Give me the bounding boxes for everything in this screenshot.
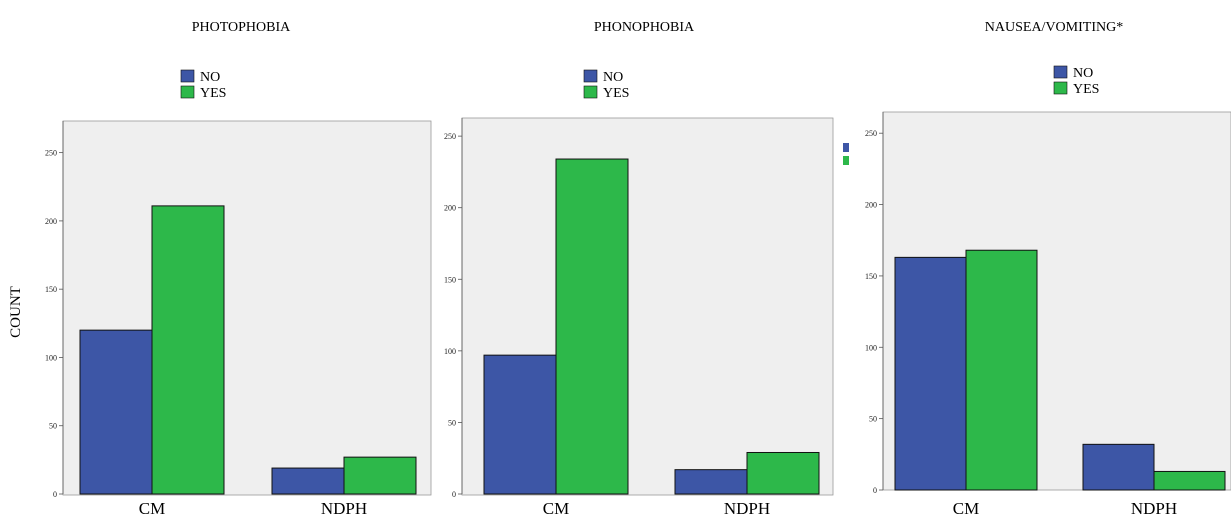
chart-title: PHOTOPHOBIA: [192, 20, 291, 35]
bar-ndph-yes: [1153, 470, 1226, 491]
chart-title: NAUSEA/VOMITING*: [985, 20, 1123, 35]
legend-swatch-no: [180, 69, 195, 83]
legend-fragment-swatch-yes: [843, 156, 849, 165]
y-axis-label: COUNT: [8, 286, 24, 338]
legend-swatch-no: [583, 69, 598, 83]
legend-swatch-yes: [180, 85, 195, 99]
bars: [483, 158, 820, 495]
y-tick-label: 150: [45, 285, 57, 294]
legend-label-yes: YES: [200, 86, 226, 101]
y-tick-label: 250: [45, 149, 57, 158]
y-tick-label: 0: [452, 490, 456, 499]
y-tick-label: 250: [444, 132, 456, 141]
bars: [79, 205, 417, 495]
legend-label-yes: YES: [1073, 82, 1099, 97]
bar-cm-yes: [965, 249, 1038, 491]
x-category-label: CM: [139, 499, 165, 518]
x-category-label: CM: [543, 499, 569, 518]
bar-cm-yes: [151, 205, 225, 495]
bar-ndph-yes: [343, 456, 417, 495]
x-category-label: NDPH: [1131, 499, 1177, 518]
x-category-label: NDPH: [724, 499, 770, 518]
y-tick-label: 200: [865, 201, 877, 210]
y-tick-label: 50: [869, 415, 877, 424]
y-tick-label: 150: [865, 272, 877, 281]
bar-cm-no: [894, 256, 967, 491]
chart-title: PHONOPHOBIA: [594, 20, 695, 35]
bars: [894, 249, 1226, 491]
y-tick-label: 250: [865, 129, 877, 138]
bar-cm-yes: [555, 158, 629, 495]
legend-fragment-swatch-no: [843, 143, 849, 152]
y-tick-label: 50: [49, 422, 57, 431]
x-category-label: NDPH: [321, 499, 367, 518]
legend-label-yes: YES: [603, 86, 629, 101]
legend-swatch-no: [1053, 65, 1068, 79]
legend-label-no: NO: [200, 70, 220, 85]
cropped-legend-fragment: [843, 143, 849, 165]
bar-ndph-no: [271, 467, 345, 495]
legend-label-no: NO: [603, 70, 623, 85]
bar-ndph-no: [1082, 443, 1155, 491]
legend-swatch-yes: [583, 85, 598, 99]
bar-ndph-yes: [746, 451, 820, 495]
y-tick-label: 200: [45, 217, 57, 226]
bar-cm-no: [483, 354, 557, 495]
x-category-label: CM: [953, 499, 979, 518]
y-tick-label: 100: [45, 353, 57, 362]
bar-ndph-no: [674, 469, 748, 495]
y-tick-label: 0: [53, 490, 57, 499]
y-tick-label: 200: [444, 204, 456, 213]
legend-label-no: NO: [1073, 66, 1093, 81]
y-tick-label: 50: [448, 418, 456, 427]
y-tick-label: 100: [865, 343, 877, 352]
y-tick-label: 150: [444, 275, 456, 284]
legend-swatch-yes: [1053, 81, 1068, 95]
bar-cm-no: [79, 329, 153, 495]
y-tick-label: 100: [444, 347, 456, 356]
y-tick-label: 0: [873, 486, 877, 495]
